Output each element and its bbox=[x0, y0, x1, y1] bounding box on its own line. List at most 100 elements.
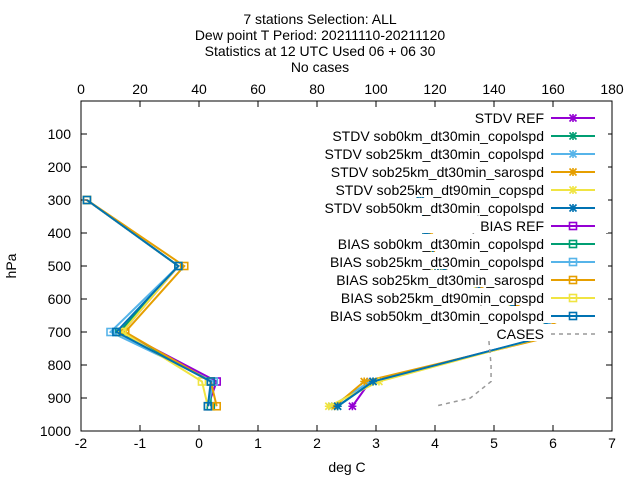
series-marker bbox=[174, 261, 183, 271]
legend-background bbox=[300, 198, 608, 215]
legend-background bbox=[300, 216, 608, 233]
x-tick-label: 3 bbox=[372, 435, 380, 451]
x-tick-label: -2 bbox=[75, 435, 88, 451]
legend-background bbox=[300, 180, 608, 197]
x2-tick-label: 160 bbox=[541, 81, 565, 97]
series-marker bbox=[568, 167, 578, 177]
legend-background bbox=[300, 270, 608, 287]
title-line-1: 7 stations Selection: ALL bbox=[243, 11, 397, 27]
chart-title: 7 stations Selection: ALL Dew point T Pe… bbox=[195, 11, 446, 75]
series-bias-sob25km-dt90min-copspd bbox=[82, 195, 213, 411]
x2-tick-label: 60 bbox=[250, 81, 266, 97]
series-marker bbox=[360, 377, 369, 386]
legend-label: BIAS sob0km_dt30min_copolspd bbox=[338, 236, 544, 252]
series-bias-sob50km-dt30min-copolspd bbox=[82, 195, 216, 411]
title-line-2: Dew point T Period: 20211110-20211120 bbox=[195, 27, 446, 43]
series-marker bbox=[568, 221, 578, 231]
x2-tick-label: 140 bbox=[482, 81, 506, 97]
x-axis-label: deg C bbox=[328, 459, 365, 475]
x2-tick-label: 100 bbox=[364, 81, 388, 97]
legend-label: STDV sob0km_dt30min_copolspd bbox=[332, 128, 544, 144]
legend-label: BIAS sob25km_dt30min_sarospd bbox=[336, 272, 544, 288]
x-tick-label: 4 bbox=[431, 435, 439, 451]
x-tick-label: 1 bbox=[254, 435, 262, 451]
y-tick-label: 100 bbox=[48, 126, 72, 142]
legend-item: STDV sob25km_dt90min_copspd bbox=[300, 180, 608, 198]
series-marker bbox=[203, 401, 213, 411]
legend-background bbox=[300, 288, 608, 305]
series-marker bbox=[568, 113, 578, 123]
x2-tick-label: 120 bbox=[423, 81, 447, 97]
series-marker bbox=[206, 377, 216, 386]
legend-item: STDV sob50km_dt30min_copolspd bbox=[300, 198, 608, 216]
series-marker bbox=[112, 327, 121, 337]
x-tick-label: 6 bbox=[549, 435, 557, 451]
x2-tick-label: 80 bbox=[309, 81, 325, 97]
series-marker bbox=[568, 293, 578, 303]
series-marker bbox=[212, 401, 221, 411]
series-marker bbox=[374, 377, 384, 386]
legend-background bbox=[300, 144, 608, 161]
x-tick-label: 0 bbox=[195, 435, 203, 451]
series-line bbox=[434, 199, 492, 407]
legend-item: STDV sob25km_dt30min_sarospd bbox=[300, 162, 608, 180]
y-tick-label: 700 bbox=[48, 324, 72, 340]
legend-item: STDV REF bbox=[300, 108, 608, 126]
legend-item: BIAS sob25km_dt30min_sarospd bbox=[300, 270, 608, 288]
legend-label: STDV sob25km_dt30min_copolspd bbox=[325, 146, 544, 162]
x-tick-label: 5 bbox=[490, 435, 498, 451]
series-marker bbox=[568, 131, 578, 141]
legend-label: STDV sob50km_dt30min_copolspd bbox=[325, 200, 544, 216]
series-marker bbox=[568, 257, 578, 267]
legend-item: CASES bbox=[300, 324, 608, 342]
legend-label: STDV sob25km_dt90min_copspd bbox=[335, 182, 544, 198]
series-marker bbox=[82, 195, 92, 205]
series-line bbox=[86, 199, 212, 407]
series-line bbox=[86, 199, 209, 407]
series-marker bbox=[106, 327, 115, 337]
series-marker bbox=[179, 261, 189, 271]
x-tick-label: 2 bbox=[313, 435, 321, 451]
series-marker bbox=[368, 377, 378, 386]
title-line-3: Statistics at 12 UTC Used 06 + 06 30 bbox=[205, 43, 436, 59]
y-tick-label: 200 bbox=[48, 159, 72, 175]
legend-item: BIAS sob25km_dt30min_copolspd bbox=[300, 252, 608, 270]
x-tick-label: 7 bbox=[608, 435, 616, 451]
series-marker bbox=[568, 149, 578, 159]
series-marker bbox=[568, 203, 578, 213]
y-axis-label: hPa bbox=[3, 253, 19, 278]
legend-background bbox=[300, 252, 608, 269]
legend-background bbox=[300, 234, 608, 251]
legend-background bbox=[300, 108, 608, 125]
legend-label: STDV sob25km_dt30min_sarospd bbox=[331, 164, 544, 180]
series-marker bbox=[324, 402, 333, 411]
x2-tick-label: 20 bbox=[132, 81, 148, 97]
x2-tick-label: 0 bbox=[77, 81, 85, 97]
y-tick-label: 800 bbox=[48, 357, 72, 373]
series-cases bbox=[434, 199, 492, 407]
legend-label: BIAS sob50km_dt30min_copolspd bbox=[330, 308, 544, 324]
legend-label: BIAS sob25km_dt90min_copspd bbox=[341, 290, 544, 306]
legend: STDV REF STDV sob0km_dt30min_copolspd STDV… bbox=[300, 108, 608, 342]
series-marker bbox=[568, 185, 578, 195]
series-marker bbox=[348, 402, 357, 411]
legend-background bbox=[300, 324, 608, 341]
legend-background bbox=[300, 306, 608, 323]
legend-item: BIAS REF bbox=[300, 216, 608, 234]
legend-label: STDV REF bbox=[475, 110, 544, 126]
x2-tick-label: 40 bbox=[191, 81, 207, 97]
legend-label: BIAS REF bbox=[480, 218, 544, 234]
legend-item: STDV sob25km_dt30min_copolspd bbox=[300, 144, 608, 162]
title-line-4: No cases bbox=[291, 59, 349, 75]
x2-tick-label: 180 bbox=[600, 81, 624, 97]
series-marker bbox=[568, 239, 578, 249]
legend-background bbox=[300, 126, 608, 143]
legend-label: BIAS sob25km_dt30min_copolspd bbox=[330, 254, 544, 270]
legend-label: CASES bbox=[497, 326, 544, 342]
series-marker bbox=[197, 377, 207, 386]
legend-item: BIAS sob50km_dt30min_copolspd bbox=[300, 306, 608, 324]
legend-item: BIAS sob0km_dt30min_copolspd bbox=[300, 234, 608, 252]
series-marker bbox=[568, 275, 578, 285]
series-marker bbox=[333, 402, 342, 411]
